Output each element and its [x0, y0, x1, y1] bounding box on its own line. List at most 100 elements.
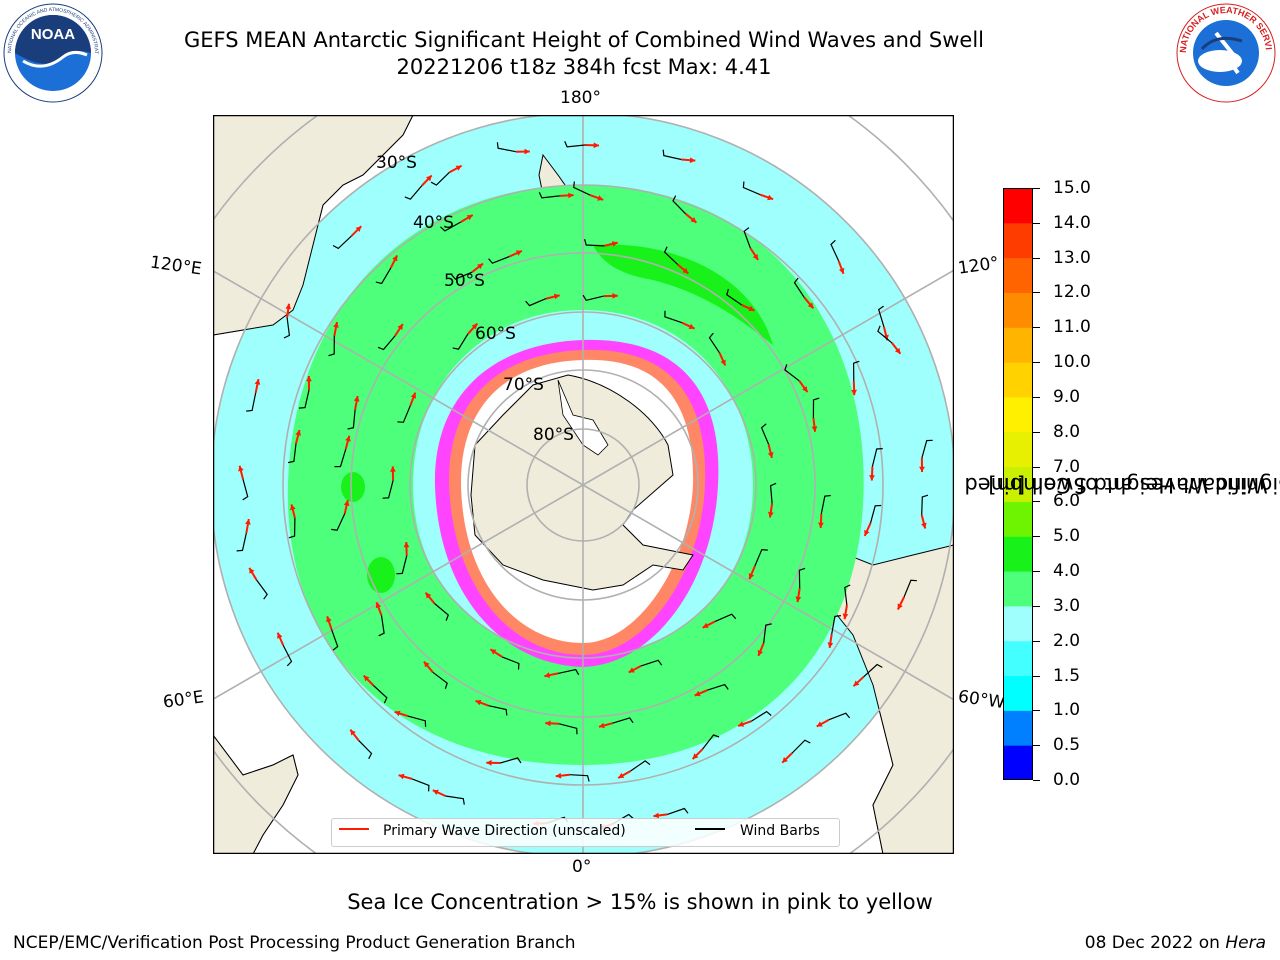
wind-barb — [763, 623, 772, 644]
wind-barb — [557, 668, 580, 676]
wave-direction-arrowhead — [897, 603, 903, 610]
wind-barb — [382, 480, 394, 499]
wind-barb — [877, 325, 893, 344]
wave-direction-arrowhead — [475, 699, 482, 706]
wind-barb — [742, 181, 761, 196]
wave-direction-arrowhead — [333, 322, 339, 328]
lat-label-40s: 40°S — [413, 213, 454, 233]
wave-direction-arrowhead — [355, 226, 362, 232]
colorbar-tick-mark — [1033, 362, 1040, 364]
footer-date-text: 08 Dec 2022 on — [1084, 933, 1226, 953]
colorbar-tick-mark — [1033, 501, 1040, 503]
wave-direction-arrowhead — [432, 789, 439, 795]
wind-barb — [373, 685, 388, 704]
wave-direction-arrowhead — [410, 392, 417, 399]
wind-barb — [630, 760, 651, 772]
wave-direction-arrowhead — [254, 379, 261, 385]
wind-barb — [708, 332, 720, 354]
wave-direction-arrowhead — [290, 504, 296, 511]
wind-barb — [496, 142, 516, 153]
title-line1: GEFS MEAN Antarctic Significant Height o… — [183, 28, 985, 52]
colorbar-tick-mark — [1033, 675, 1040, 677]
wave-direction-arrowhead — [599, 722, 605, 729]
lat-label-30s: 30°S — [376, 153, 417, 173]
colorbar-tick-label: 5.0 — [1053, 526, 1081, 547]
wind-barb — [432, 671, 448, 689]
colorbar-tick-mark — [1033, 780, 1040, 781]
wind-barb — [569, 774, 590, 782]
wind-barb — [760, 423, 770, 445]
wind-barb — [488, 705, 508, 716]
wave-direction-arrowhead — [653, 812, 659, 819]
wind-barb — [820, 494, 831, 515]
colorbar-tick-mark — [1033, 292, 1040, 294]
colorbar-segment — [1003, 257, 1033, 293]
colorbar-segment — [1003, 396, 1033, 433]
land-antarctica — [470, 374, 694, 591]
wave-direction-arrowhead — [795, 596, 802, 603]
lat-label-80s: 80°S — [533, 425, 574, 445]
wave-direction-arrowhead — [544, 672, 551, 678]
wave-direction-arrowhead — [555, 772, 562, 779]
wave-direction-arrowhead — [477, 263, 483, 270]
wind-barb — [411, 778, 430, 792]
wave-direction-arrowhead — [398, 773, 405, 780]
colorbar-tick-mark — [1033, 396, 1040, 398]
wave-direction-arrowhead — [618, 772, 625, 778]
wave-direction-arrowhead — [545, 720, 551, 727]
wind-barb — [287, 443, 297, 464]
wind-barb — [559, 723, 578, 735]
lat-label-70s: 70°S — [503, 375, 544, 395]
chart-title: GEFS MEAN Antarctic Significant Height o… — [0, 27, 1168, 81]
wind-barb — [501, 656, 520, 670]
colorbar-tick-mark — [1033, 327, 1040, 329]
wave-direction-arrowhead — [245, 519, 251, 525]
wind-barb — [871, 448, 883, 467]
wind-barb — [573, 181, 591, 196]
title-line2: 20221206 t18z 384h fcst Max: 4.41 — [396, 55, 772, 79]
wind-barb — [662, 149, 682, 161]
wind-barb — [743, 227, 751, 249]
wave-direction-arrowhead — [486, 759, 492, 766]
wave-direction-arrowhead — [827, 642, 834, 648]
legend: Primary Wave Direction (unscaled) Wind B… — [331, 818, 840, 847]
wind-barb — [282, 645, 293, 667]
wave-direction-arrowhead — [690, 217, 697, 223]
footer-host: Hera — [1225, 933, 1266, 953]
legend-barb-label: Wind Barbs — [740, 823, 820, 839]
wind-barb — [283, 317, 291, 339]
wave-direction-arrowhead — [568, 192, 574, 199]
footer-credit: NCEP/EMC/Verification Post Processing Pr… — [13, 933, 576, 953]
lon-label-180: 180° — [560, 88, 601, 108]
wind-barb — [672, 195, 687, 215]
wave-direction-arrowhead — [919, 466, 925, 472]
colorbar-tick-mark — [1033, 431, 1040, 433]
wind-barb — [331, 513, 346, 531]
wind-barb — [358, 740, 373, 760]
wave-direction-arrowhead — [455, 165, 462, 171]
wind-barb — [246, 392, 257, 412]
wave-direction-arrowhead — [593, 142, 599, 149]
colorbar-segment — [1003, 745, 1033, 780]
wind-barb — [584, 239, 605, 247]
wave-patch-3-4m-pacific — [593, 244, 773, 345]
wave-direction-arrowhead — [682, 267, 689, 274]
colorbar-tick-mark — [1033, 188, 1040, 189]
wind-barb — [798, 567, 806, 589]
colorbar-segment — [1003, 362, 1033, 398]
colorbar-segment — [1003, 501, 1033, 537]
wind-barb — [869, 504, 882, 524]
wave-direction-arrowhead — [748, 305, 755, 312]
wind-barb — [903, 579, 917, 598]
wave-direction-arrowhead — [694, 690, 701, 697]
wind-barb — [702, 734, 720, 750]
wave-direction-arrowhead — [802, 386, 808, 393]
wind-barb — [331, 629, 339, 651]
colorbar-segment — [1003, 222, 1033, 259]
wave-direction-arrowhead — [702, 622, 709, 628]
wave-direction-arrowhead — [692, 753, 699, 760]
wave-direction-arrowhead — [553, 293, 560, 300]
colorbar-tick-label: 13.0 — [1053, 247, 1091, 268]
wave-direction-arrowhead — [394, 710, 401, 717]
wind-barb — [582, 294, 604, 301]
